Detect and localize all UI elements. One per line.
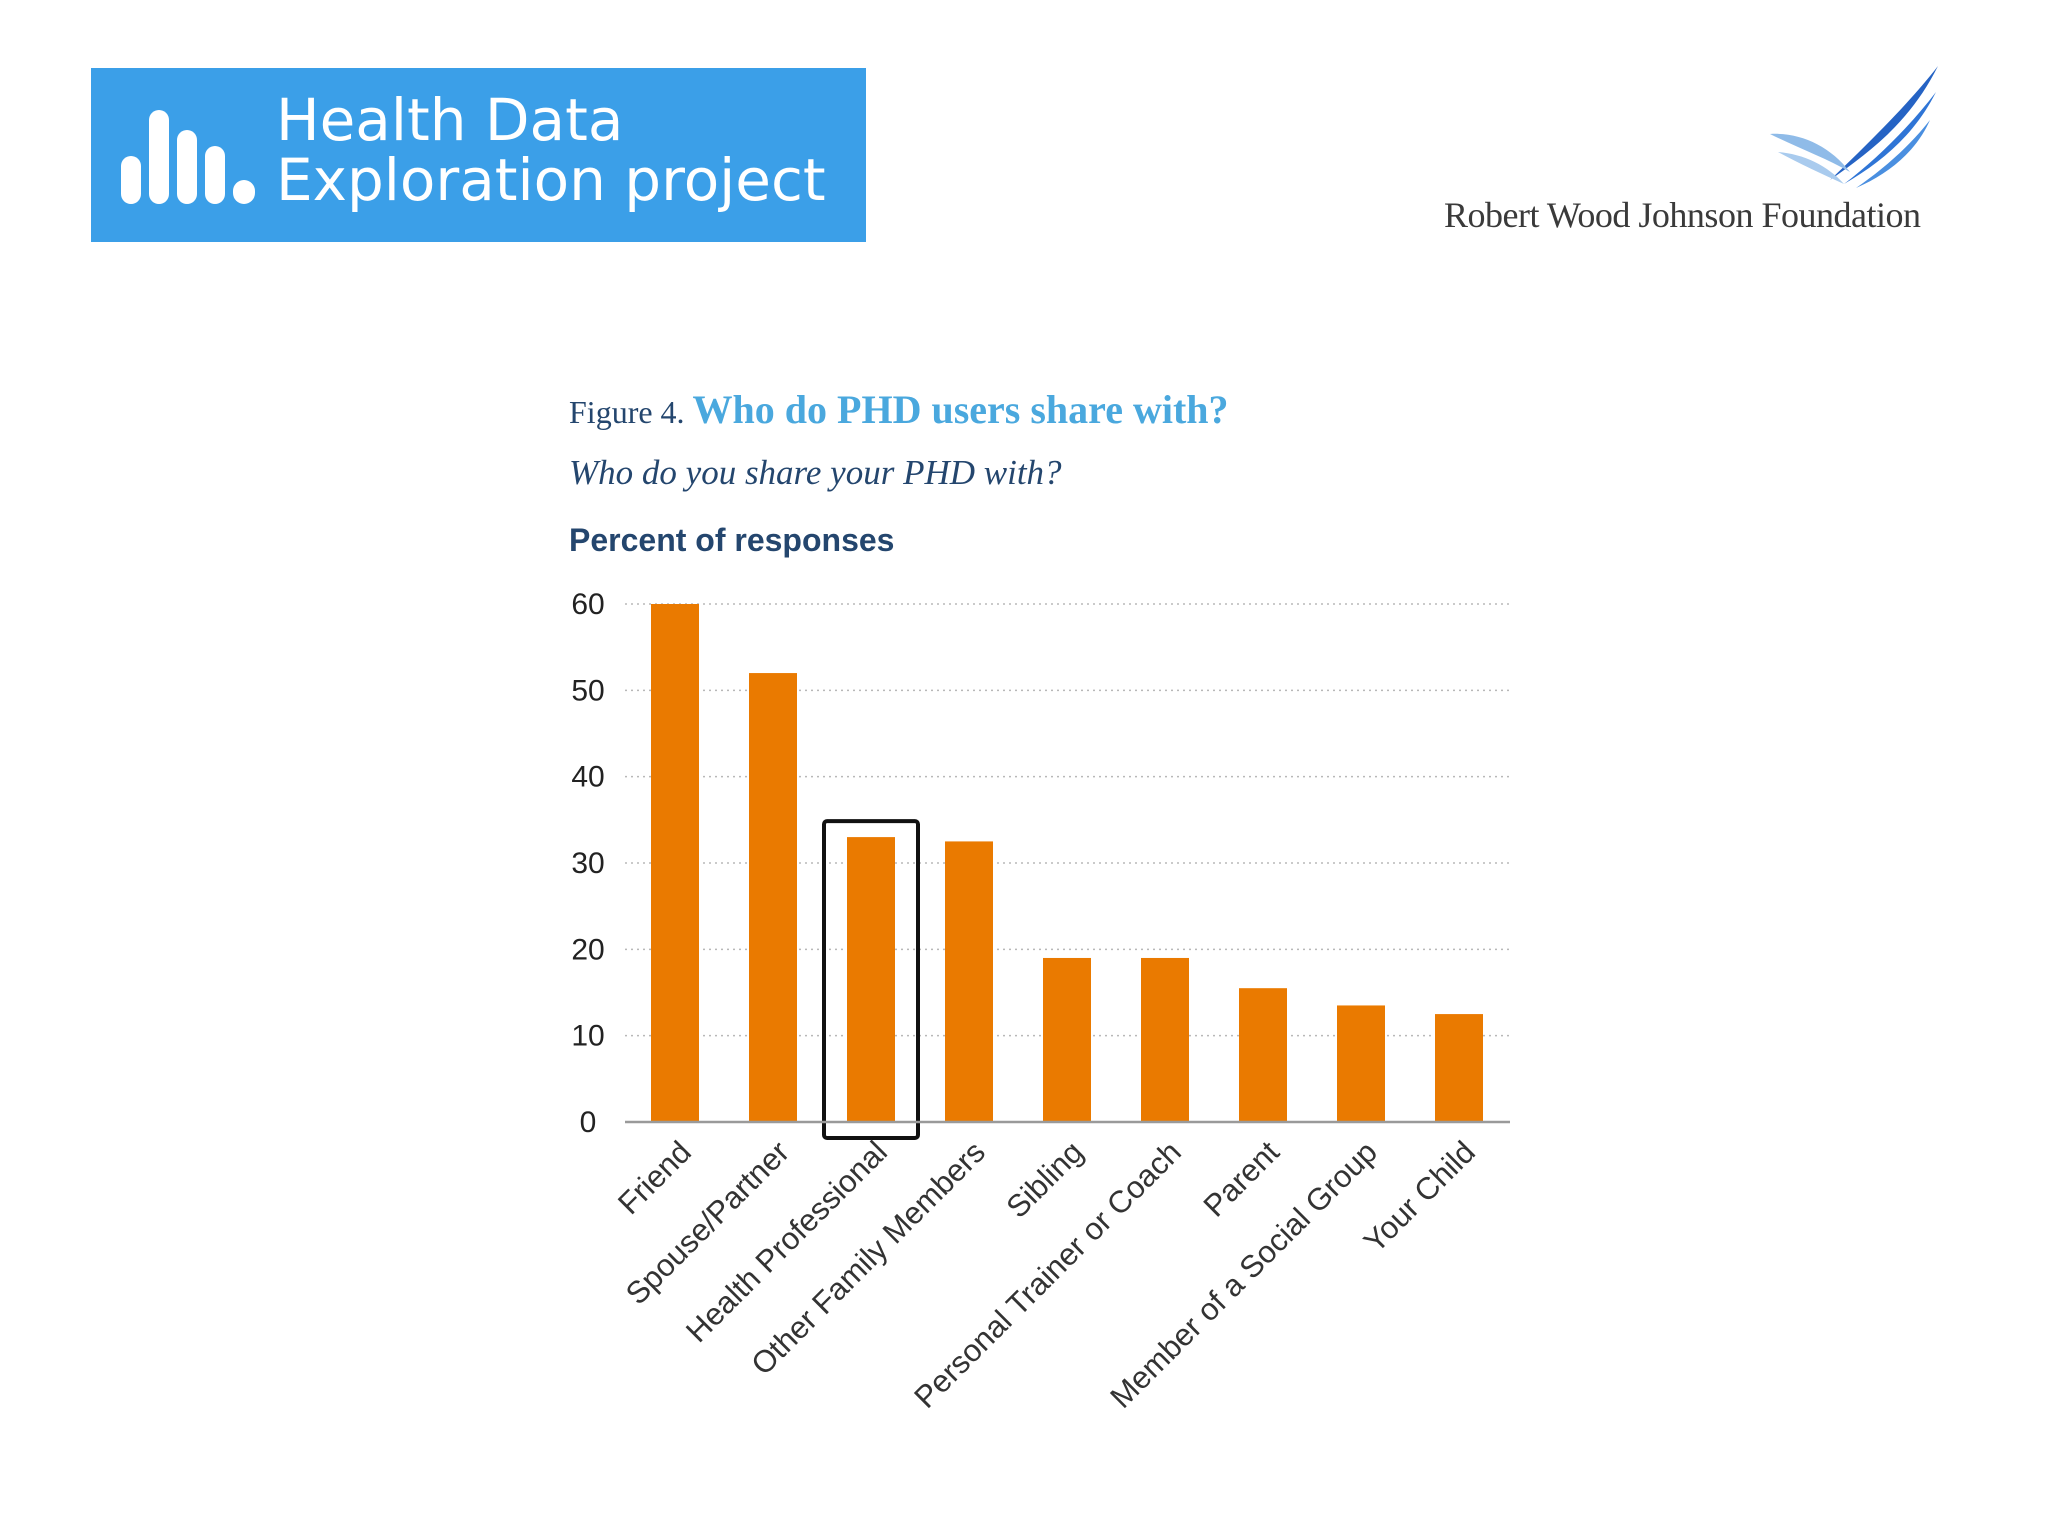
figure-number: Figure 4. — [569, 394, 685, 430]
bar-chart-logo-icon — [121, 110, 255, 204]
bar-spouse-partner — [749, 673, 797, 1122]
bar-personal-trainer-or-coach — [1141, 957, 1189, 1122]
y-tick-label: 60 — [571, 588, 604, 621]
y-tick-label: 10 — [571, 1020, 604, 1053]
y-tick-label: 30 — [571, 847, 604, 880]
x-tick-label: Parent — [1197, 1134, 1287, 1224]
bar-member-of-a-social-group — [1337, 1005, 1385, 1122]
logo-wordmark: Health Data Exploration project — [276, 90, 826, 210]
y-tick-label: 40 — [571, 761, 604, 794]
logo-line-1: Health Data — [276, 86, 624, 154]
bar-your-child — [1435, 1014, 1483, 1122]
y-tick-label: 0 — [580, 1106, 597, 1139]
y-tick-label: 20 — [571, 933, 604, 966]
figure-title: Figure 4. Who do PHD users share with? — [569, 386, 1229, 433]
health-data-exploration-logo: Health Data Exploration project — [91, 68, 866, 242]
y-tick-label: 50 — [571, 674, 604, 707]
bars — [651, 604, 1483, 1140]
logo-line-2: Exploration project — [276, 146, 826, 214]
bar-parent — [1239, 988, 1287, 1122]
bar-friend — [651, 604, 699, 1122]
rwjf-wordmark: Robert Wood Johnson Foundation — [1444, 195, 1921, 235]
rwjf-logo: Robert Wood Johnson Foundation — [1430, 62, 1950, 252]
chart-subtitle: Who do you share your PHD with? — [569, 453, 1062, 492]
x-tick-label: Friend — [611, 1134, 698, 1221]
y-axis-title: Percent of responses — [569, 522, 895, 558]
bar-other-family-members — [945, 841, 993, 1122]
x-tick-label: Sibling — [999, 1134, 1090, 1225]
bar-health-professional — [847, 837, 895, 1122]
highlight-box — [822, 819, 920, 1140]
labels: 0102030405060FriendSpouse/PartnerHealth … — [571, 588, 1482, 1415]
wings-icon — [1770, 66, 1938, 188]
bar-sibling — [1043, 957, 1091, 1122]
chart-title: Who do PHD users share with? — [692, 387, 1229, 432]
